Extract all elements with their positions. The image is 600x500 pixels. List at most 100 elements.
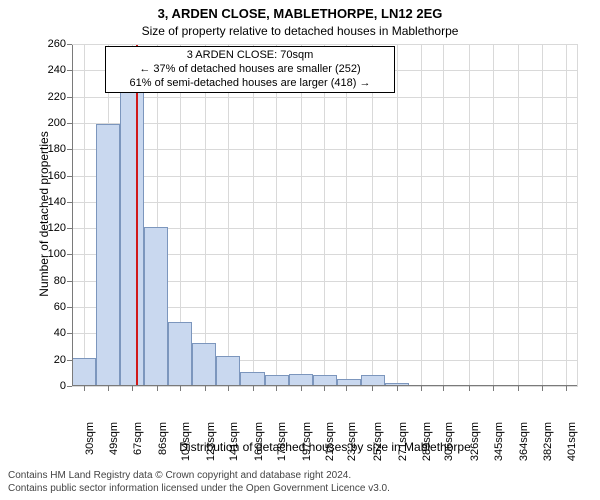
grid-line — [276, 44, 277, 386]
grid-line — [542, 44, 543, 386]
y-tick-label: 200 — [38, 117, 66, 129]
chart-container: 3, ARDEN CLOSE, MABLETHORPE, LN12 2EG Si… — [0, 0, 600, 500]
y-tick-label: 260 — [38, 38, 66, 50]
x-tick-mark — [157, 386, 158, 391]
y-tick-mark — [67, 307, 72, 308]
y-tick-mark — [67, 97, 72, 98]
grid-line — [324, 44, 325, 386]
y-tick-mark — [67, 281, 72, 282]
x-tick-label: 289sqm — [421, 422, 433, 472]
y-tick-label: 20 — [38, 354, 66, 366]
histogram-bar — [120, 57, 144, 386]
y-tick-mark — [67, 44, 72, 45]
y-tick-label: 160 — [38, 170, 66, 182]
x-tick-mark — [346, 386, 347, 391]
grid-line — [205, 44, 206, 386]
y-tick-mark — [67, 176, 72, 177]
x-tick-mark — [421, 386, 422, 391]
grid-line — [301, 44, 302, 386]
grid-line — [253, 44, 254, 386]
x-tick-mark — [372, 386, 373, 391]
x-tick-label: 271sqm — [397, 422, 409, 472]
x-tick-mark — [301, 386, 302, 391]
y-tick-label: 40 — [38, 327, 66, 339]
plot-area — [72, 44, 578, 386]
y-tick-mark — [67, 202, 72, 203]
x-tick-mark — [84, 386, 85, 391]
x-tick-label: 401sqm — [566, 422, 578, 472]
x-tick-mark — [228, 386, 229, 391]
y-tick-mark — [67, 386, 72, 387]
histogram-bar — [168, 322, 192, 386]
x-tick-mark — [108, 386, 109, 391]
y-tick-label: 140 — [38, 196, 66, 208]
annotation-line3: 61% of semi-detached houses are larger (… — [110, 77, 390, 91]
annotation-line1: 3 ARDEN CLOSE: 70sqm — [110, 49, 390, 63]
y-tick-label: 60 — [38, 301, 66, 313]
grid-line — [397, 44, 398, 386]
y-tick-label: 180 — [38, 143, 66, 155]
x-tick-mark — [518, 386, 519, 391]
title-address: 3, ARDEN CLOSE, MABLETHORPE, LN12 2EG — [0, 6, 600, 21]
grid-line — [493, 44, 494, 386]
grid-line — [421, 44, 422, 386]
x-tick-label: 104sqm — [180, 422, 192, 472]
x-tick-label: 382sqm — [542, 422, 554, 472]
x-tick-label: 345sqm — [493, 422, 505, 472]
y-tick-mark — [67, 123, 72, 124]
x-tick-mark — [180, 386, 181, 391]
x-tick-label: 364sqm — [518, 422, 530, 472]
x-tick-mark — [443, 386, 444, 391]
x-tick-mark — [493, 386, 494, 391]
x-tick-mark — [397, 386, 398, 391]
y-tick-label: 100 — [38, 248, 66, 260]
x-tick-mark — [469, 386, 470, 391]
footer-line2: Contains public sector information licen… — [8, 483, 390, 496]
x-tick-label: 232sqm — [346, 422, 358, 472]
x-tick-label: 49sqm — [108, 422, 120, 472]
grid-line — [518, 44, 519, 386]
x-tick-mark — [566, 386, 567, 391]
y-axis-label: Number of detached properties — [37, 104, 51, 324]
x-tick-label: 86sqm — [157, 422, 169, 472]
x-tick-label: 160sqm — [253, 422, 265, 472]
y-tick-label: 120 — [38, 222, 66, 234]
grid-line — [346, 44, 347, 386]
histogram-bar — [216, 356, 240, 386]
x-tick-mark — [324, 386, 325, 391]
title-subtitle: Size of property relative to detached ho… — [0, 24, 600, 38]
annotation-box: 3 ARDEN CLOSE: 70sqm ← 37% of detached h… — [105, 46, 395, 93]
x-tick-label: 178sqm — [276, 422, 288, 472]
x-tick-label: 141sqm — [228, 422, 240, 472]
grid-line — [84, 44, 85, 386]
grid-line — [372, 44, 373, 386]
x-tick-label: 252sqm — [372, 422, 384, 472]
y-tick-label: 80 — [38, 275, 66, 287]
y-tick-label: 0 — [38, 380, 66, 392]
x-tick-mark — [276, 386, 277, 391]
histogram-bar — [72, 358, 96, 386]
x-tick-label: 123sqm — [205, 422, 217, 472]
y-tick-mark — [67, 360, 72, 361]
x-tick-label: 197sqm — [301, 422, 313, 472]
x-tick-label: 215sqm — [324, 422, 336, 472]
grid-line — [443, 44, 444, 386]
histogram-bar — [144, 227, 168, 386]
grid-line — [469, 44, 470, 386]
histogram-bar — [240, 372, 264, 386]
x-tick-mark — [132, 386, 133, 391]
marker-line — [136, 44, 138, 386]
y-tick-mark — [67, 70, 72, 71]
annotation-line2: ← 37% of detached houses are smaller (25… — [110, 63, 390, 77]
y-tick-label: 220 — [38, 91, 66, 103]
top-axis-line — [72, 44, 578, 45]
grid-line — [566, 44, 567, 386]
x-tick-label: 326sqm — [469, 422, 481, 472]
histogram-bar — [192, 343, 216, 386]
y-tick-label: 240 — [38, 64, 66, 76]
x-tick-label: 306sqm — [443, 422, 455, 472]
y-tick-mark — [67, 333, 72, 334]
footer-text: Contains HM Land Registry data © Crown c… — [8, 470, 390, 495]
y-axis-line — [72, 44, 73, 386]
x-tick-mark — [253, 386, 254, 391]
